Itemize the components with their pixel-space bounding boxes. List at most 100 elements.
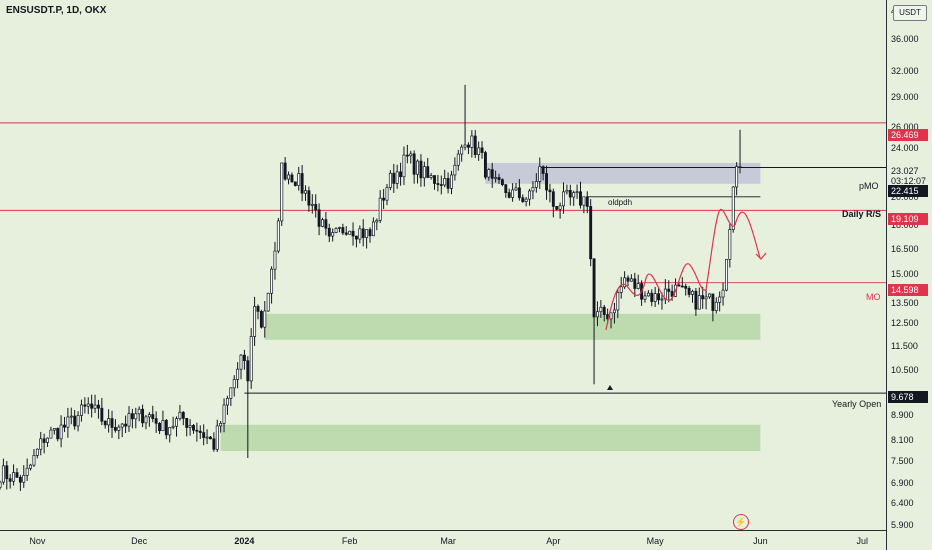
candle-body (147, 414, 151, 418)
candle-body (701, 295, 705, 300)
candle-body (453, 164, 457, 176)
candle-body (198, 430, 202, 433)
candle-body (650, 292, 654, 302)
price-tick-label: 18.000 (891, 220, 919, 231)
candle-body (494, 177, 498, 179)
candle-body (219, 423, 223, 427)
candle-body (324, 219, 328, 229)
candle-body (249, 336, 253, 382)
price-tick-label: 6.400 (891, 498, 914, 509)
time-tick-label: Jul (856, 536, 868, 546)
candle-body (307, 190, 311, 206)
candle-body (12, 472, 16, 482)
candle-body (239, 354, 243, 370)
candle-body (609, 312, 613, 320)
candle-body (83, 404, 87, 407)
candle-body (385, 187, 389, 201)
candle-body (137, 408, 141, 415)
price-tick-label: 7.500 (891, 455, 914, 466)
candle-body (402, 154, 406, 178)
candle-body (623, 277, 627, 288)
candle-body (168, 427, 172, 436)
candle-body (80, 404, 83, 416)
candle-body (368, 229, 372, 237)
price-axis[interactable]: 40.00036.00032.00029.00026.00024.00022.0… (886, 0, 932, 550)
time-tick-label: Nov (29, 536, 46, 546)
candle-body (504, 184, 508, 193)
candle-body (212, 438, 216, 450)
candle-body (395, 171, 399, 184)
candle-body (450, 174, 453, 189)
time-tick-label: Feb (341, 536, 358, 546)
time-axis[interactable]: Nov Dec 2024 Feb Mar Apr May Jun Jul (0, 530, 886, 550)
candle-body (52, 428, 56, 431)
candle-body (416, 160, 419, 175)
candle-body (42, 438, 46, 443)
candle-body (619, 286, 623, 293)
candle-body (677, 284, 681, 287)
candlestick-chart[interactable] (0, 0, 886, 530)
candle-body (134, 413, 138, 420)
candle-body (470, 135, 474, 148)
candle-body (708, 293, 711, 298)
price-tick-label: 29.000 (891, 92, 919, 103)
symbol-title[interactable]: ENSUSDT.P, 1D, OKX (6, 5, 107, 16)
candle-body (548, 189, 552, 193)
candle-body (232, 379, 236, 389)
candle-body (545, 173, 548, 191)
lightning-icon[interactable]: ⚡ (733, 514, 749, 530)
candle-body (507, 192, 511, 198)
candle-body (127, 413, 131, 427)
candle-body (49, 429, 53, 439)
time-tick-label: May (646, 536, 664, 546)
candle-body (555, 206, 559, 210)
candle-body (467, 144, 470, 148)
candle-body (585, 196, 589, 207)
currency-button[interactable]: USDT (893, 5, 927, 21)
candle-body (141, 408, 145, 424)
candle-body (670, 291, 674, 297)
candle-body (691, 290, 694, 295)
supply-zone-0 (485, 162, 761, 184)
price-tick-label: 15.000 (891, 269, 919, 280)
candle-body (724, 258, 728, 291)
mo-price-tag: 14.598 (888, 284, 928, 296)
time-tick-label: 2024 (234, 536, 255, 546)
candle-body (582, 196, 586, 206)
candle-body (242, 354, 246, 362)
candle-body (456, 153, 460, 166)
candle-body (107, 418, 111, 426)
candle-body (616, 292, 620, 311)
candle-body (69, 415, 73, 418)
last-price-tag: 23.027 (888, 165, 928, 177)
candle-body (521, 197, 525, 202)
candle-body (633, 278, 637, 289)
candle-body (517, 187, 521, 199)
candle-body (612, 309, 616, 314)
time-tick-label: Mar (440, 536, 456, 546)
candle-body (388, 172, 392, 188)
candle-body (443, 178, 447, 186)
candle-body (175, 418, 178, 427)
candle-body (25, 467, 29, 476)
candle-body (565, 190, 569, 193)
price-tick-label: 8.100 (891, 434, 914, 445)
candle-body (579, 191, 582, 206)
candle-body (568, 190, 572, 198)
candle-body (446, 178, 450, 189)
yearly-open-price-tag: 9.678 (888, 391, 928, 403)
chart-area[interactable] (0, 0, 886, 530)
mo-label: MO (866, 292, 881, 302)
candle-body (341, 227, 345, 234)
candle-body (259, 311, 263, 328)
countdown-tag: 03:12:07 (888, 175, 928, 187)
candle-body (419, 160, 423, 179)
time-tick-label: Apr (546, 536, 561, 546)
candle-body (392, 172, 396, 184)
candle-body (32, 455, 36, 466)
candle-body (8, 478, 12, 482)
candle-body (151, 414, 155, 419)
candle-body (643, 295, 647, 300)
daily-rs-label: Daily R/S (842, 209, 882, 219)
candle-body (266, 292, 270, 312)
